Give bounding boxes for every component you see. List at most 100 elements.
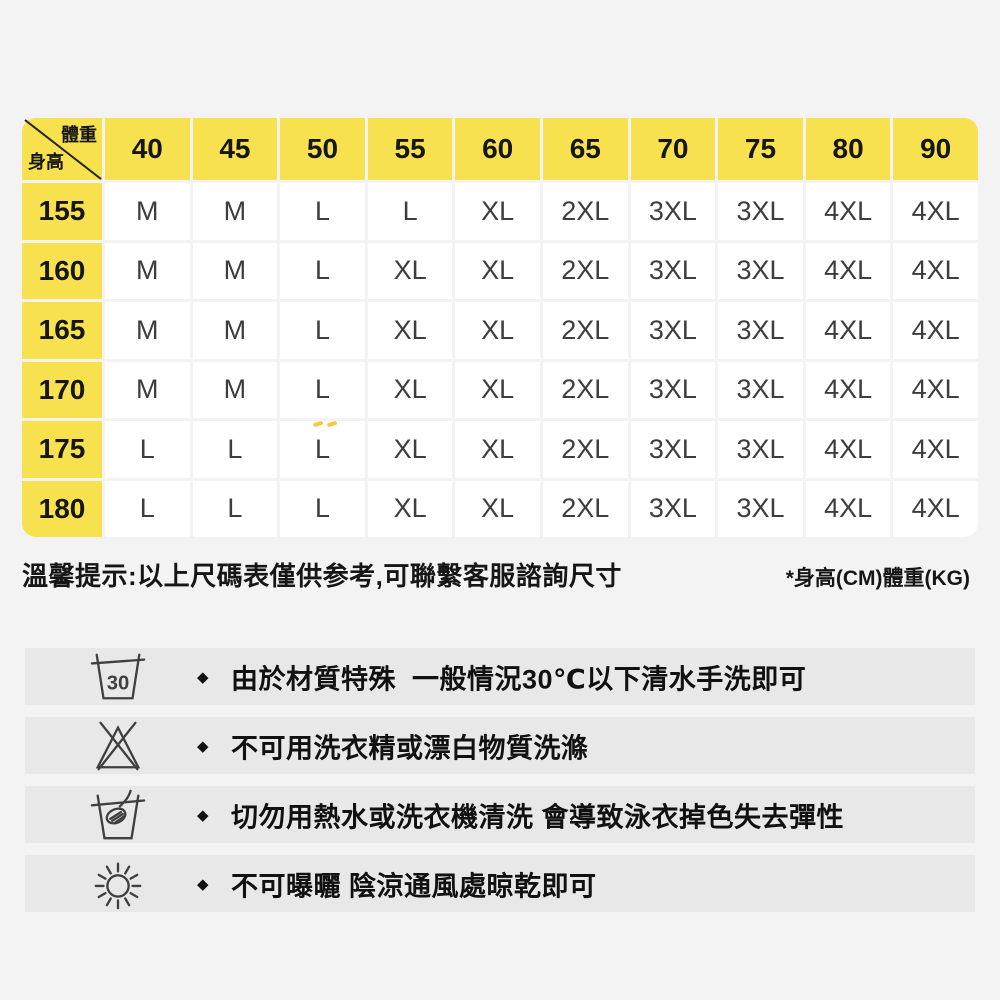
care-instruction-text: 不可用洗衣精或漂白物質洗滌 (231, 733, 589, 763)
note-row: 溫馨提示:以上尺碼表僅供参考,可聯繫客服諮詢尺寸 *身高(CM)體重(KG) (22, 556, 970, 593)
size-value-cell: 3XL (630, 302, 716, 359)
height-header-cell: 170 (22, 361, 102, 418)
size-value-cell: XL (455, 480, 540, 537)
size-value-cell: M (105, 242, 190, 299)
size-value-cell: 4XL (893, 242, 978, 299)
weight-header-cell: 75 (718, 118, 803, 180)
size-value-cell: 3XL (630, 421, 716, 478)
weight-header-cell: 60 (455, 118, 540, 180)
size-value-cell: L (105, 480, 190, 537)
size-value-cell: 4XL (893, 361, 978, 418)
care-instruction-row: ◆ 切勿用熱水或洗衣機清洗 會導致泳衣掉色失去彈性 (25, 786, 975, 843)
size-value-cell: 3XL (630, 242, 716, 299)
size-value-cell: 2XL (542, 480, 628, 537)
size-value-cell: M (192, 361, 278, 418)
size-value-cell: L (192, 421, 278, 478)
size-value-cell: 4XL (805, 183, 891, 240)
no-bleach-icon (89, 717, 147, 775)
size-value-cell: 3XL (630, 480, 716, 537)
size-value-cell: 4XL (805, 421, 891, 478)
height-header-cell: 160 (22, 242, 102, 299)
diamond-bullet-icon: ◆ (197, 806, 209, 824)
diamond-bullet-icon: ◆ (197, 875, 209, 893)
size-value-cell: 3XL (718, 421, 803, 478)
size-value-cell: 3XL (630, 183, 716, 240)
size-value-cell: L (280, 302, 365, 359)
size-value-cell: 3XL (718, 302, 803, 359)
height-header-cell: 180 (22, 480, 102, 537)
size-value-cell: 4XL (893, 302, 978, 359)
care-instruction-text: 由於材質特殊 一般情況30℃以下清水手洗即可 (231, 664, 807, 694)
size-value-cell: L (280, 480, 365, 537)
care-instruction-row: ◆ 不可用洗衣精或漂白物質洗滌 (25, 717, 975, 774)
size-value-cell: L (280, 361, 365, 418)
hand-wash-only-icon (89, 786, 147, 844)
diamond-bullet-icon: ◆ (197, 668, 209, 686)
size-value-cell: M (192, 183, 278, 240)
size-value-cell: 4XL (893, 421, 978, 478)
care-instruction-text: 不可曝曬 陰涼通風處晾乾即可 (231, 871, 597, 901)
size-value-cell: 2XL (542, 242, 628, 299)
size-value-cell: XL (367, 361, 453, 418)
size-value-cell: XL (367, 421, 453, 478)
size-value-cell: 4XL (805, 302, 891, 359)
height-axis-label: 身高 (28, 152, 64, 172)
care-instructions: 30 ◆ 由於材質特殊 一般情況30℃以下清水手洗即可 ◆ 不可用洗衣精或漂白物質洗滌 ◆… (25, 648, 975, 924)
size-value-cell: M (105, 302, 190, 359)
weight-header-cell: 80 (805, 118, 891, 180)
size-value-cell: 3XL (718, 183, 803, 240)
size-value-cell: M (192, 242, 278, 299)
size-value-cell: L (192, 480, 278, 537)
weight-header-cell: 40 (105, 118, 190, 180)
size-value-cell: L (280, 242, 365, 299)
care-instruction-text: 切勿用熱水或洗衣機清洗 會導致泳衣掉色失去彈性 (231, 802, 845, 832)
size-value-cell: XL (367, 242, 453, 299)
size-value-cell: L (280, 183, 365, 240)
weight-header-cell: 90 (893, 118, 978, 180)
size-value-cell: 4XL (805, 242, 891, 299)
size-value-cell: M (105, 361, 190, 418)
size-value-cell: L (105, 421, 190, 478)
size-value-cell: L (280, 421, 365, 478)
size-value-cell: M (192, 302, 278, 359)
weight-header-cell: 70 (630, 118, 716, 180)
sun-dry-icon (89, 855, 147, 913)
size-value-cell: L (367, 183, 453, 240)
size-value-cell: XL (455, 421, 540, 478)
size-value-cell: 2XL (542, 361, 628, 418)
care-instruction-row: 30 ◆ 由於材質特殊 一般情況30℃以下清水手洗即可 (25, 648, 975, 705)
svg-text:30: 30 (107, 672, 130, 694)
weight-header-cell: 50 (280, 118, 365, 180)
size-table: 體重 身高 40 45 50 55 60 65 70 75 80 90 155 M M L L XL 2XL 3XL 3… (22, 118, 978, 537)
size-value-cell: 4XL (805, 361, 891, 418)
size-value-cell: 2XL (542, 421, 628, 478)
diagonal-divider (24, 119, 102, 180)
size-value-cell: 4XL (893, 183, 978, 240)
size-value-cell: 3XL (718, 480, 803, 537)
size-value-cell: M (105, 183, 190, 240)
size-value-cell: 3XL (718, 361, 803, 418)
size-chart-tip: 溫馨提示:以上尺碼表僅供参考,可聯繫客服諮詢尺寸 (22, 561, 622, 591)
size-value-cell: 4XL (805, 480, 891, 537)
size-value-cell: XL (455, 302, 540, 359)
care-instruction-row: ◆ 不可曝曬 陰涼通風處晾乾即可 (25, 855, 975, 912)
watermark-artifact (312, 420, 339, 432)
weight-header-cell: 45 (192, 118, 278, 180)
height-header-cell: 155 (22, 183, 102, 240)
weight-header-cell: 65 (542, 118, 628, 180)
size-value-cell: XL (455, 361, 540, 418)
diamond-bullet-icon: ◆ (197, 737, 209, 755)
size-value-cell: 2XL (542, 302, 628, 359)
corner-header-cell: 體重身高 (22, 118, 102, 180)
size-value-cell: XL (367, 480, 453, 537)
size-value-cell: 4XL (893, 480, 978, 537)
units-note: *身高(CM)體重(KG) (785, 567, 970, 590)
height-header-cell: 165 (22, 302, 102, 359)
height-header-cell: 175 (22, 421, 102, 478)
weight-header-cell: 55 (367, 118, 453, 180)
wash-30-basin-icon: 30 (89, 648, 147, 706)
size-value-cell: XL (367, 302, 453, 359)
size-value-cell: XL (455, 183, 540, 240)
size-value-cell: 2XL (542, 183, 628, 240)
weight-axis-label: 體重 (61, 125, 97, 145)
